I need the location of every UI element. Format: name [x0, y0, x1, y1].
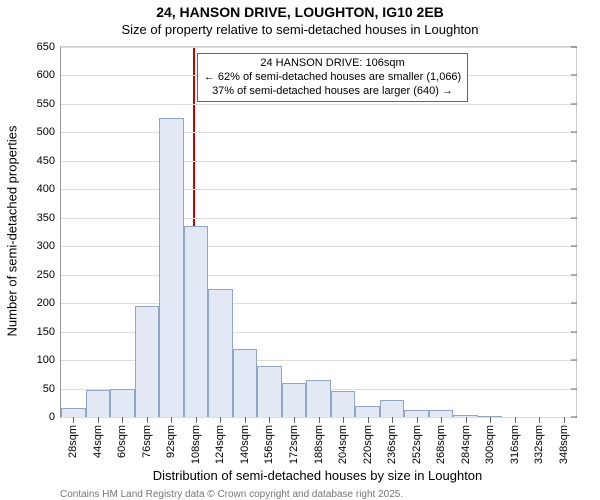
- chart-root: 24, HANSON DRIVE, LOUGHTON, IG10 2EB Siz…: [0, 0, 600, 500]
- plot-area: 0501001502002503003504004505005506006502…: [60, 46, 577, 418]
- xtick-label: 124sqm: [220, 386, 232, 425]
- ytick-label: 0: [49, 411, 61, 423]
- xtick-label: 300sqm: [490, 386, 502, 425]
- ytick-mark: [571, 75, 577, 76]
- footer-credits: Contains HM Land Registry data © Crown c…: [60, 488, 442, 500]
- ytick-label: 350: [37, 212, 61, 224]
- footer-line-1: Contains HM Land Registry data © Crown c…: [60, 488, 442, 500]
- gridline: [61, 104, 576, 105]
- gridline: [61, 275, 576, 276]
- xtick-label: 76sqm: [147, 392, 159, 425]
- gridline: [61, 47, 576, 48]
- ytick-mark: [571, 246, 577, 247]
- ytick-mark: [571, 303, 577, 304]
- ytick-mark: [571, 103, 577, 104]
- ytick-label: 200: [37, 297, 61, 309]
- title-line-2: Size of property relative to semi-detach…: [0, 22, 600, 37]
- xtick-label: 28sqm: [73, 392, 85, 425]
- xtick-label: 204sqm: [343, 386, 355, 425]
- ytick-mark: [571, 331, 577, 332]
- ytick-mark: [571, 217, 577, 218]
- xtick-label: 220sqm: [368, 386, 380, 425]
- ytick-label: 450: [37, 155, 61, 167]
- ytick-label: 400: [37, 183, 61, 195]
- info-box: 24 HANSON DRIVE: 106sqm ← 62% of semi-de…: [197, 53, 468, 102]
- gridline: [61, 218, 576, 219]
- ytick-mark: [571, 47, 577, 48]
- ytick-label: 300: [37, 240, 61, 252]
- chart-title: 24, HANSON DRIVE, LOUGHTON, IG10 2EB Siz…: [0, 4, 600, 37]
- ytick-label: 600: [37, 69, 61, 81]
- ytick-mark: [571, 160, 577, 161]
- ytick-mark: [571, 360, 577, 361]
- ytick-label: 250: [37, 269, 61, 281]
- gridline: [61, 189, 576, 190]
- xtick-label: 236sqm: [392, 386, 404, 425]
- xtick-label: 92sqm: [171, 392, 183, 425]
- gridline: [61, 246, 576, 247]
- y-axis-label: Number of semi-detached properties: [5, 126, 20, 337]
- info-line-1: 24 HANSON DRIVE: 106sqm: [204, 57, 461, 71]
- xtick-label: 140sqm: [245, 386, 257, 425]
- xtick-label: 348sqm: [564, 386, 576, 425]
- xtick-label: 284sqm: [466, 386, 478, 425]
- ytick-label: 500: [37, 126, 61, 138]
- xtick-label: 60sqm: [122, 392, 134, 425]
- xtick-label: 332sqm: [539, 386, 551, 425]
- xtick-label: 172sqm: [294, 386, 306, 425]
- ytick-mark: [571, 274, 577, 275]
- ytick-label: 50: [43, 383, 61, 395]
- ytick-label: 100: [37, 354, 61, 366]
- xtick-label: 268sqm: [441, 386, 453, 425]
- info-line-3: 37% of semi-detached houses are larger (…: [204, 85, 461, 99]
- ytick-label: 150: [37, 326, 61, 338]
- ytick-label: 550: [37, 98, 61, 110]
- info-line-2: ← 62% of semi-detached houses are smalle…: [204, 71, 461, 85]
- ytick-mark: [571, 189, 577, 190]
- ytick-label: 650: [37, 41, 61, 53]
- xtick-label: 156sqm: [269, 386, 281, 425]
- gridline: [61, 132, 576, 133]
- gridline: [61, 161, 576, 162]
- title-line-1: 24, HANSON DRIVE, LOUGHTON, IG10 2EB: [0, 4, 600, 20]
- xtick-label: 316sqm: [515, 386, 527, 425]
- ytick-mark: [571, 132, 577, 133]
- xtick-label: 188sqm: [319, 386, 331, 425]
- gridline: [61, 303, 576, 304]
- histogram-bar: [159, 118, 184, 417]
- x-axis-label: Distribution of semi-detached houses by …: [60, 468, 575, 483]
- xtick-label: 44sqm: [98, 392, 110, 425]
- xtick-label: 108sqm: [196, 386, 208, 425]
- xtick-label: 252sqm: [417, 386, 429, 425]
